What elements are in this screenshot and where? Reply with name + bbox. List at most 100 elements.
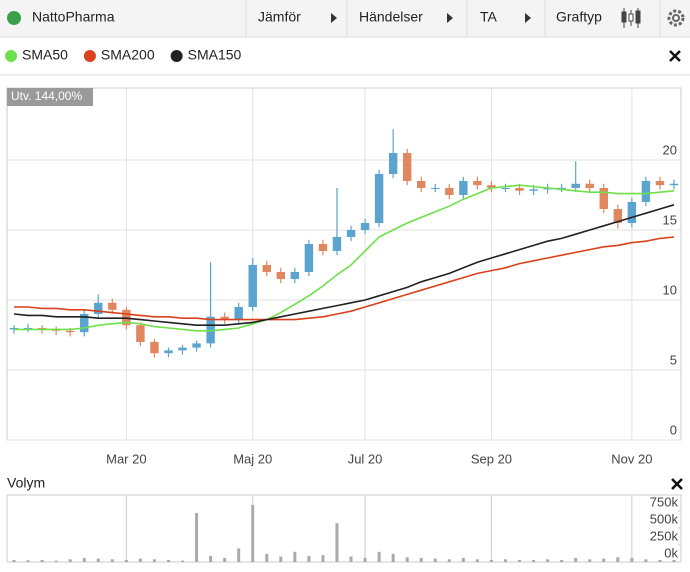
candle-body	[94, 302, 103, 314]
menu-graftyp[interactable]: Graftyp	[556, 8, 641, 28]
candle-body	[487, 185, 496, 188]
volume-bar	[209, 555, 213, 562]
volume-bar	[237, 548, 241, 562]
candle-body	[402, 152, 412, 181]
legend-label: SMA150	[188, 47, 242, 63]
volume-bar	[293, 551, 297, 562]
volume-bar	[363, 557, 367, 562]
candle-body	[178, 347, 187, 351]
candle-body	[234, 306, 243, 320]
candle-body	[459, 180, 468, 195]
candle-body	[80, 313, 89, 333]
candle-body	[262, 264, 271, 272]
volume-bar	[447, 559, 451, 562]
arrow	[525, 13, 531, 23]
x-tick-label: Mar 20	[106, 451, 146, 466]
arrow	[447, 13, 453, 23]
volume-bar	[419, 557, 423, 562]
volume-bar	[251, 504, 255, 562]
x-tick-label: Sep 20	[471, 451, 512, 466]
candle-body	[318, 243, 328, 251]
y-tick-label: 250k	[650, 528, 679, 543]
volume-bar	[40, 559, 44, 562]
y-tick-label: 5	[670, 352, 677, 367]
legend-label: SMA50	[22, 47, 68, 63]
volume-bar	[12, 559, 16, 562]
volume-bar	[307, 555, 311, 562]
candle-body	[557, 187, 566, 189]
volume-bar	[68, 559, 72, 562]
arrow	[331, 13, 337, 23]
volume-bar	[110, 559, 114, 562]
candle-body	[613, 208, 623, 223]
x-tick-label: Jul 20	[348, 451, 383, 466]
volume-bar	[532, 559, 536, 562]
volume-bar	[405, 557, 409, 562]
candle-body	[445, 187, 454, 195]
settings[interactable]	[667, 9, 685, 27]
status-dot	[7, 11, 21, 25]
volume-bar	[223, 557, 227, 562]
candle-body	[655, 180, 665, 186]
volume-bar	[560, 559, 564, 562]
badge	[7, 88, 93, 106]
close-volume[interactable]	[671, 478, 683, 490]
volume-bar	[574, 557, 578, 562]
volume-bar	[588, 559, 592, 562]
menu-ta[interactable]: TA	[480, 9, 531, 25]
y-tick-label: 0k	[664, 545, 678, 560]
menu-label[interactable]: TA	[480, 9, 498, 25]
menu-label[interactable]: Händelser	[359, 9, 423, 25]
candle-body	[276, 271, 286, 279]
y-tick-label: 15	[663, 212, 677, 227]
volume-bar	[630, 557, 634, 562]
volume-bar	[335, 523, 339, 562]
volume-bar	[265, 553, 269, 562]
volume-bar	[644, 559, 648, 562]
legend-label: SMA200	[101, 47, 155, 63]
volume-bar	[518, 559, 522, 562]
gear-hub	[672, 14, 680, 22]
volume-bar	[391, 553, 395, 562]
close-legend[interactable]	[669, 50, 681, 62]
candle-body	[346, 229, 356, 237]
volume-bar	[181, 560, 185, 562]
volume-bar	[195, 513, 199, 562]
gear[interactable]	[667, 9, 685, 27]
volume-bar	[321, 555, 325, 562]
candle-body	[627, 201, 637, 223]
candle-body	[641, 180, 651, 202]
menu-label[interactable]: Jämför	[258, 9, 301, 25]
volume-bar	[489, 559, 493, 562]
candle-body	[417, 180, 426, 188]
menu-jamfor[interactable]: Jämför	[258, 9, 337, 25]
menu-label[interactable]: Graftyp	[556, 9, 602, 25]
volume-bar	[279, 556, 283, 562]
volume-bar	[377, 551, 381, 562]
legend-swatch	[83, 50, 96, 62]
candle-body	[192, 343, 201, 348]
candle-body	[290, 271, 300, 279]
separators	[245, 0, 661, 37]
volume-bar	[349, 556, 353, 562]
volume-bar	[616, 557, 620, 562]
candle-body	[669, 183, 679, 186]
menu-handelser[interactable]: Händelser	[359, 9, 453, 25]
candle-body	[65, 330, 75, 333]
candle-body	[388, 152, 398, 174]
candle-body	[599, 187, 608, 209]
candle-body	[431, 187, 440, 189]
candle-body	[571, 183, 580, 188]
volume-bar	[546, 559, 550, 562]
candle-body	[136, 325, 145, 342]
y-tick-label: 10	[663, 282, 677, 297]
candle-body	[23, 327, 33, 329]
volume-bar	[96, 558, 100, 562]
instrument-name: NattoPharma	[32, 9, 115, 25]
candle-body	[473, 180, 482, 186]
volume-bar	[54, 560, 58, 562]
candle-body	[248, 264, 257, 307]
candle-body	[108, 302, 117, 310]
